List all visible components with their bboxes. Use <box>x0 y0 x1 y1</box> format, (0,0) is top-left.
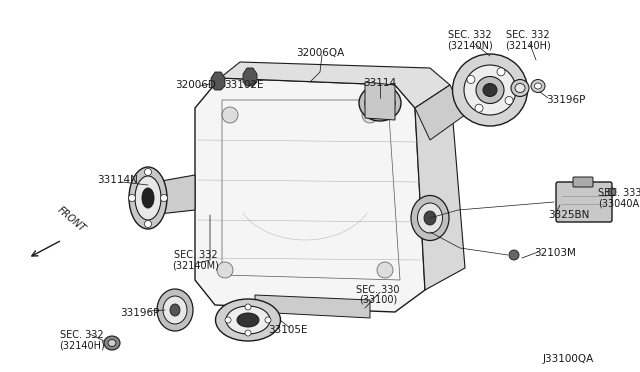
Ellipse shape <box>424 211 436 225</box>
Text: SEC. 332: SEC. 332 <box>60 330 104 340</box>
Polygon shape <box>195 78 425 312</box>
Ellipse shape <box>104 336 120 350</box>
Ellipse shape <box>359 85 401 121</box>
Circle shape <box>475 104 483 112</box>
Polygon shape <box>243 68 257 86</box>
Ellipse shape <box>108 340 116 346</box>
Ellipse shape <box>483 83 497 96</box>
Ellipse shape <box>411 196 449 241</box>
Circle shape <box>129 195 136 202</box>
Ellipse shape <box>129 167 167 229</box>
Ellipse shape <box>365 90 395 115</box>
FancyBboxPatch shape <box>556 182 612 222</box>
Polygon shape <box>415 85 465 140</box>
FancyBboxPatch shape <box>573 177 593 187</box>
Polygon shape <box>415 85 465 290</box>
Text: 32006QA: 32006QA <box>296 48 344 58</box>
Circle shape <box>245 330 251 336</box>
Ellipse shape <box>135 176 161 220</box>
Ellipse shape <box>452 54 527 126</box>
Text: (32140H): (32140H) <box>59 340 105 350</box>
Ellipse shape <box>534 83 541 89</box>
Polygon shape <box>255 295 370 318</box>
Text: 33114: 33114 <box>364 78 397 88</box>
Polygon shape <box>220 62 450 108</box>
Circle shape <box>265 317 271 323</box>
Circle shape <box>161 195 168 202</box>
Text: (33100): (33100) <box>359 295 397 305</box>
Text: J33100QA: J33100QA <box>543 354 594 364</box>
Text: 33102E: 33102E <box>224 80 264 90</box>
Text: (32140M): (32140M) <box>173 260 220 270</box>
Circle shape <box>467 76 475 83</box>
Ellipse shape <box>163 296 187 324</box>
Circle shape <box>222 107 238 123</box>
Ellipse shape <box>476 77 504 103</box>
Circle shape <box>245 304 251 310</box>
Polygon shape <box>211 72 225 90</box>
Circle shape <box>608 188 616 196</box>
Circle shape <box>362 107 378 123</box>
Circle shape <box>509 250 519 260</box>
Circle shape <box>377 262 393 278</box>
Circle shape <box>217 262 233 278</box>
Ellipse shape <box>464 65 516 115</box>
Text: SEC. 333: SEC. 333 <box>598 188 640 198</box>
Text: 33105E: 33105E <box>268 325 308 335</box>
Circle shape <box>145 169 152 176</box>
Text: FRONT: FRONT <box>55 205 87 234</box>
Text: SEC. 330: SEC. 330 <box>356 285 400 295</box>
Ellipse shape <box>170 304 180 316</box>
Text: 3325BN: 3325BN <box>548 210 589 220</box>
Circle shape <box>497 68 505 76</box>
Ellipse shape <box>142 188 154 208</box>
Ellipse shape <box>515 83 525 93</box>
Circle shape <box>505 96 513 105</box>
Text: SEC. 332: SEC. 332 <box>506 30 550 40</box>
Ellipse shape <box>226 306 270 334</box>
Ellipse shape <box>237 313 259 327</box>
Ellipse shape <box>511 80 529 96</box>
Ellipse shape <box>417 203 442 233</box>
Text: (32140H): (32140H) <box>505 40 551 50</box>
Text: 32103M: 32103M <box>534 248 576 258</box>
Text: SEC. 332: SEC. 332 <box>174 250 218 260</box>
Text: 33196P: 33196P <box>546 95 586 105</box>
Text: (33040A): (33040A) <box>598 198 640 208</box>
Text: (32140N): (32140N) <box>447 40 493 50</box>
Text: 33196P: 33196P <box>120 308 160 318</box>
Ellipse shape <box>531 80 545 93</box>
Polygon shape <box>365 82 395 120</box>
Text: 32006D: 32006D <box>175 80 216 90</box>
Ellipse shape <box>373 97 387 109</box>
Text: SEC. 332: SEC. 332 <box>448 30 492 40</box>
Circle shape <box>225 317 231 323</box>
Polygon shape <box>150 175 195 215</box>
Ellipse shape <box>216 299 280 341</box>
Text: 33114N: 33114N <box>97 175 138 185</box>
Ellipse shape <box>157 289 193 331</box>
Circle shape <box>145 221 152 228</box>
